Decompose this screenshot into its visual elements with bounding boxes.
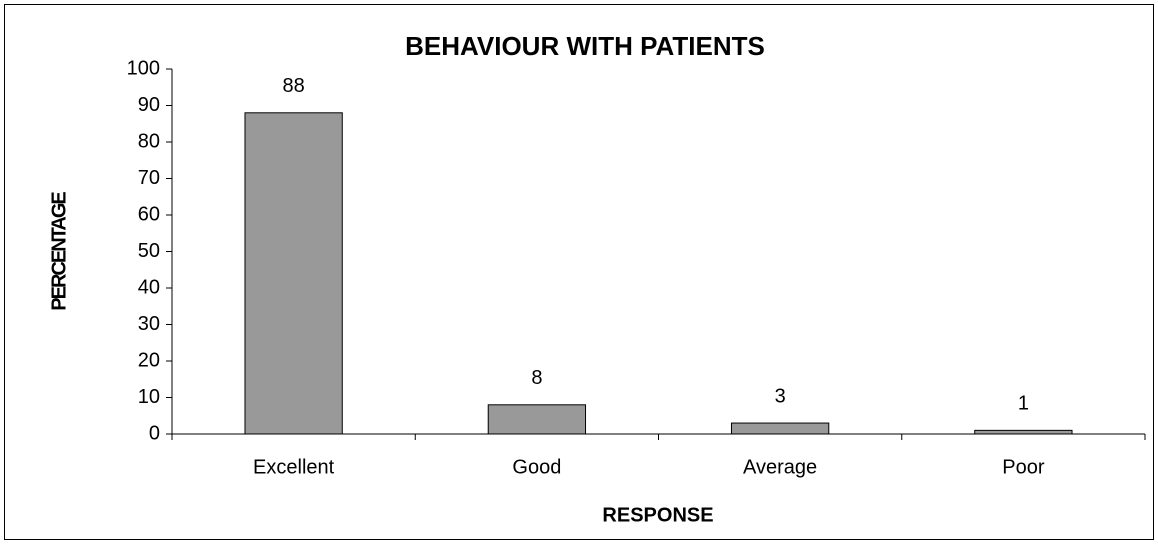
y-tick-label: 80	[138, 130, 160, 152]
data-label: 3	[775, 385, 786, 407]
chart-frame	[4, 4, 1154, 540]
bar	[730, 422, 830, 435]
data-label: 8	[531, 367, 542, 389]
y-tick-label: 60	[138, 203, 160, 225]
y-tick-label: 20	[138, 349, 160, 371]
x-tick-label: Average	[743, 456, 817, 478]
bar	[974, 429, 1073, 435]
chart-title: BEHAVIOUR WITH PATIENTS	[405, 31, 765, 61]
bar	[244, 112, 343, 435]
y-tick-label: 50	[138, 240, 160, 262]
data-label: 1	[1018, 393, 1029, 415]
y-tick-label: 100	[127, 57, 160, 79]
data-label: 88	[283, 75, 305, 97]
y-tick-label: 0	[149, 422, 160, 444]
x-tick-label: Good	[512, 456, 561, 478]
x-axis-label: RESPONSE	[602, 504, 713, 526]
y-axis-label: PERCENTAGE	[48, 192, 70, 311]
y-tick-label: 70	[138, 167, 160, 189]
y-tick-label: 30	[138, 313, 160, 335]
x-tick-label: Excellent	[253, 456, 335, 478]
y-tick-label: 40	[138, 276, 160, 298]
bar	[487, 404, 587, 435]
y-tick-label: 90	[138, 94, 160, 116]
y-tick-label: 10	[138, 386, 160, 408]
x-tick-label: Poor	[1002, 456, 1045, 478]
